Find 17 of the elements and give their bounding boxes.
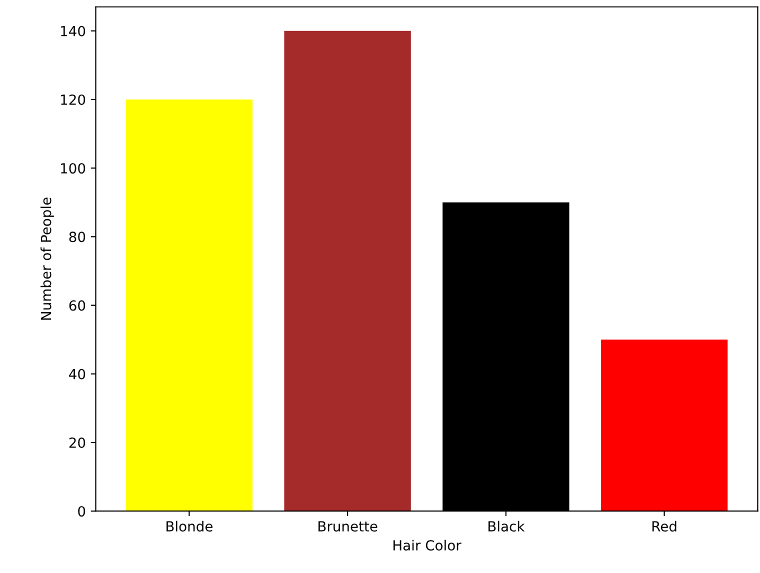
y-tick-label: 20 bbox=[69, 437, 86, 448]
x-tick-label: Blonde bbox=[166, 520, 212, 532]
bar bbox=[126, 99, 253, 512]
y-tick-label: 60 bbox=[69, 300, 86, 311]
x-tick-label: Black bbox=[488, 520, 525, 532]
bar bbox=[284, 30, 411, 512]
y-axis-title: Number of People bbox=[40, 198, 54, 320]
y-tick-label: 120 bbox=[61, 94, 86, 105]
x-tick-label: Brunette bbox=[318, 521, 378, 532]
x-axis-title: Hair Color bbox=[394, 540, 462, 551]
y-tick-label: 100 bbox=[61, 163, 86, 174]
y-tick-label: 40 bbox=[69, 368, 86, 380]
x-tick-label: Red bbox=[652, 520, 676, 532]
y-tick-label: 0 bbox=[78, 506, 86, 517]
y-tick-label: 80 bbox=[69, 232, 86, 242]
y-tick-label: 140 bbox=[61, 26, 86, 36]
bar bbox=[600, 340, 728, 512]
